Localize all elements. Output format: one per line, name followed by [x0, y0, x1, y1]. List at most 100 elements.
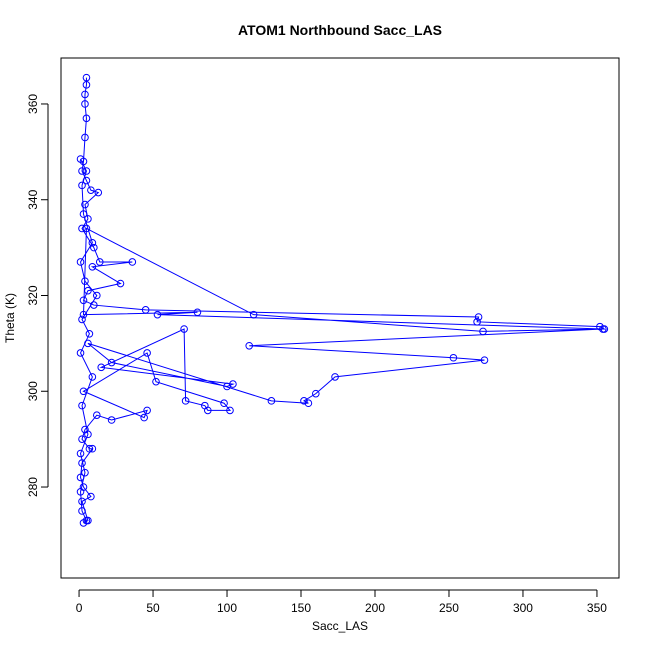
point: [94, 188, 103, 197]
point: [76, 473, 85, 482]
point: [76, 258, 85, 266]
point: [82, 114, 91, 123]
chart-title: ATOM1 Northbound Sacc_LAS: [238, 22, 442, 38]
series-line: [79, 77, 607, 524]
point: [88, 444, 97, 453]
point: [81, 100, 89, 108]
point: [143, 406, 151, 415]
y-tick-label: 280: [26, 477, 40, 497]
x-tick-label: 150: [291, 601, 311, 615]
point: [85, 444, 94, 453]
point: [473, 318, 481, 326]
point: [82, 81, 91, 89]
point: [76, 349, 85, 357]
point: [84, 286, 92, 295]
point: [79, 310, 88, 319]
y-tick-label: 320: [26, 285, 40, 305]
point: [85, 330, 94, 338]
point: [79, 387, 88, 396]
point: [245, 341, 254, 350]
point: [87, 492, 95, 501]
point: [180, 325, 188, 333]
x-tick-label: 100: [217, 601, 237, 615]
x-tick-label: 0: [76, 601, 83, 615]
point: [90, 243, 98, 252]
point: [78, 401, 86, 410]
point: [81, 90, 89, 99]
point: [82, 167, 91, 175]
point: [107, 358, 116, 367]
point: [249, 310, 258, 319]
point: [78, 459, 86, 467]
point: [78, 435, 86, 443]
point: [107, 416, 116, 424]
x-tick-label: 350: [587, 601, 607, 615]
point: [90, 301, 98, 309]
x-tick-label: 250: [439, 601, 459, 615]
point: [78, 315, 86, 324]
point: [480, 356, 489, 364]
point: [88, 262, 97, 271]
point: [78, 224, 86, 233]
point: [78, 507, 86, 515]
point: [82, 224, 91, 233]
point: [143, 349, 151, 357]
point: [78, 497, 86, 506]
point: [79, 210, 88, 218]
point: [81, 277, 89, 285]
point: [76, 155, 85, 163]
point: [116, 279, 125, 288]
point: [76, 449, 85, 458]
point: [84, 215, 92, 223]
point: [93, 291, 101, 300]
plot-frame: [60, 57, 620, 579]
point: [304, 399, 313, 408]
point: [474, 313, 483, 321]
x-tick-label: 300: [513, 601, 533, 615]
point: [181, 397, 190, 405]
point: [81, 200, 89, 209]
x-tick-label: 200: [365, 601, 385, 615]
point: [153, 310, 162, 319]
point: [76, 488, 85, 496]
y-tick-label: 360: [26, 94, 40, 114]
point: [449, 353, 458, 362]
point: [267, 397, 276, 405]
point: [82, 176, 91, 185]
point: [128, 258, 137, 266]
y-axis-label: Theta (K): [3, 293, 17, 343]
point: [140, 413, 148, 422]
point: [81, 468, 89, 477]
point: [300, 397, 308, 405]
point: [331, 373, 339, 381]
point: [226, 406, 234, 415]
point: [95, 258, 104, 266]
x-axis-label: Sacc_LAS: [312, 619, 368, 633]
point: [82, 73, 91, 82]
point: [220, 399, 228, 408]
point: [84, 430, 92, 439]
point: [87, 186, 95, 194]
point: [93, 411, 101, 420]
point: [88, 239, 97, 247]
y-tick-label: 300: [26, 381, 40, 401]
point: [78, 167, 86, 175]
point: [203, 406, 212, 415]
x-tick-label: 50: [146, 601, 160, 615]
point: [79, 296, 88, 305]
point: [78, 181, 86, 190]
point: [599, 325, 607, 333]
point: [193, 308, 202, 317]
point: [88, 373, 97, 381]
point: [229, 380, 237, 388]
point: [82, 516, 91, 525]
point: [84, 339, 92, 348]
point: [152, 377, 160, 386]
point: [81, 133, 89, 142]
point: [479, 327, 487, 336]
point: [312, 389, 320, 398]
point: [97, 363, 106, 372]
point: [141, 306, 150, 314]
